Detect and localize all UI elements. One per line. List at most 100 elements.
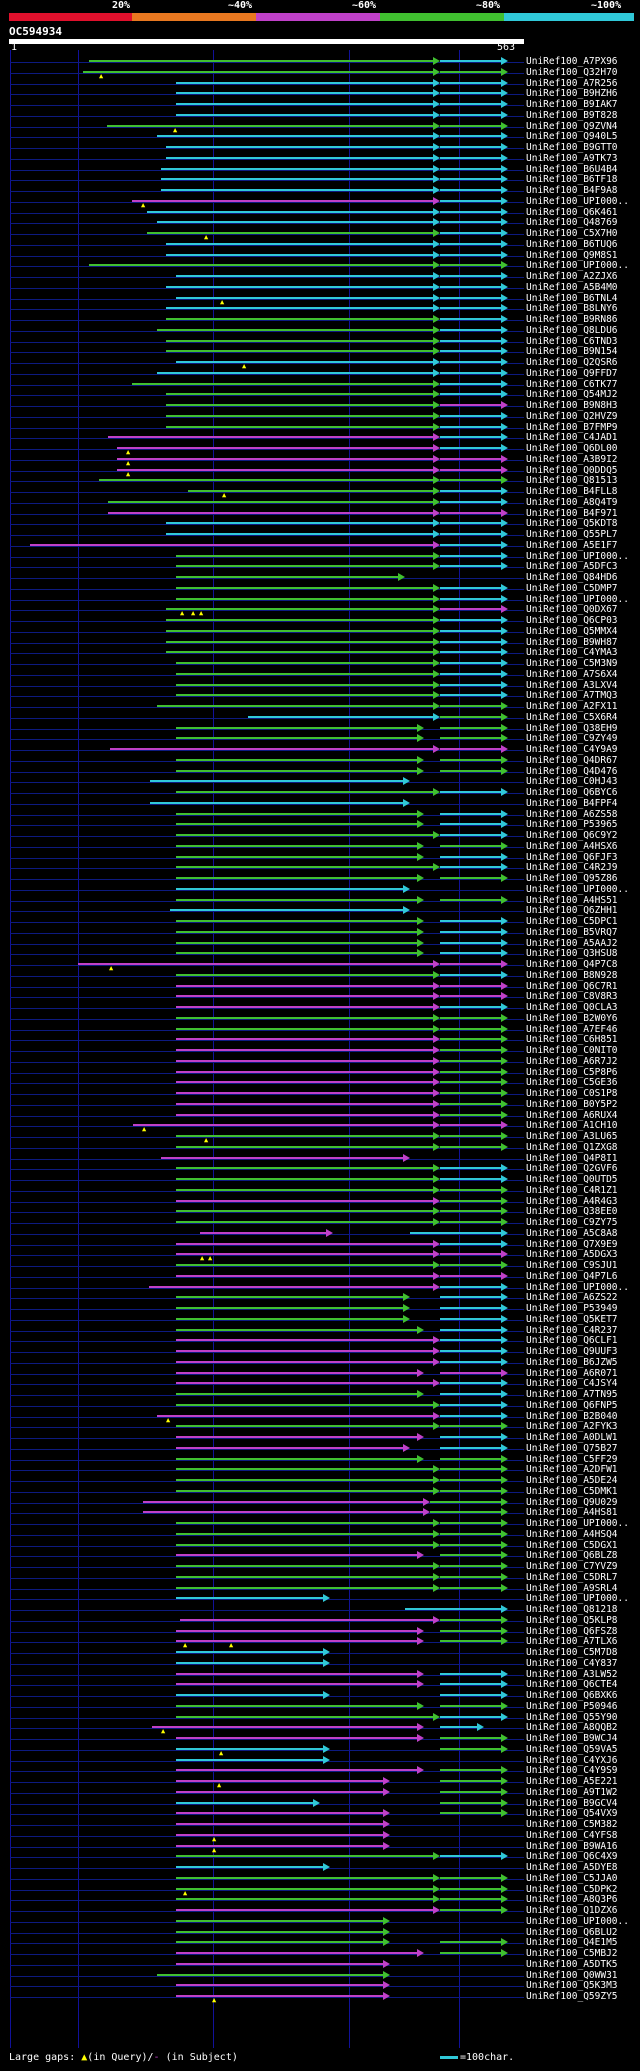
alignment-segment[interactable] [440, 1060, 502, 1062]
hit-row[interactable]: UniRef100_A9T1W2 [0, 1788, 640, 1798]
alignment-segment[interactable] [89, 60, 434, 62]
alignment-segment[interactable] [157, 705, 434, 707]
alignment-segment[interactable] [150, 802, 404, 804]
alignment-segment[interactable] [176, 1630, 418, 1632]
alignment-segment[interactable] [149, 1286, 434, 1288]
alignment-segment[interactable] [440, 361, 502, 363]
alignment-segment[interactable] [176, 598, 434, 600]
hit-accession[interactable]: UniRef100_UPI000.. [526, 1916, 629, 1927]
hit-row[interactable]: UniRef100_A2FX11 [0, 702, 640, 712]
hit-row[interactable]: UniRef100_Q54VX9 [0, 1809, 640, 1819]
alignment-segment[interactable] [440, 1533, 502, 1535]
hit-row[interactable]: UniRef100_Q6FNP5 [0, 1401, 640, 1411]
hit-accession[interactable]: UniRef100_Q75B27 [526, 1443, 618, 1454]
hit-accession[interactable]: UniRef100_B9GCV4 [526, 1798, 618, 1809]
hit-accession[interactable]: UniRef100_Q6C7R1 [526, 981, 618, 992]
alignment-segment[interactable] [440, 1275, 502, 1277]
alignment-segment[interactable] [176, 1909, 434, 1911]
hit-accession[interactable]: UniRef100_A5DFC3 [526, 561, 618, 572]
alignment-segment[interactable] [176, 1393, 418, 1395]
alignment-segment[interactable] [440, 1382, 502, 1384]
alignment-segment[interactable] [440, 1103, 502, 1105]
alignment-segment[interactable] [176, 361, 434, 363]
alignment-segment[interactable] [440, 598, 502, 600]
hit-accession[interactable]: UniRef100_Q2GVF6 [526, 1163, 618, 1174]
alignment-segment[interactable] [440, 1221, 502, 1223]
hit-accession[interactable]: UniRef100_A4HS81 [526, 1507, 618, 1518]
alignment-segment[interactable] [440, 1017, 502, 1019]
alignment-segment[interactable] [176, 1877, 434, 1879]
hit-row[interactable]: UniRef100_Q9FFD7 [0, 369, 640, 379]
alignment-segment[interactable] [440, 1028, 502, 1030]
alignment-segment[interactable] [440, 458, 502, 460]
hit-row[interactable]: UniRef100_C5DRL7 [0, 1573, 640, 1583]
hit-row[interactable]: ▲ ▲ UniRef100_A7TLX6 [0, 1637, 640, 1649]
hit-accession[interactable]: UniRef100_B7FMP9 [526, 422, 618, 433]
hit-accession[interactable]: UniRef100_Q0UTD5 [526, 1174, 618, 1185]
alignment-segment[interactable] [440, 544, 502, 546]
alignment-segment[interactable] [440, 619, 502, 621]
hit-accession[interactable]: UniRef100_Q59VA5 [526, 1744, 618, 1755]
hit-accession[interactable]: UniRef100_B8LNY6 [526, 303, 618, 314]
hit-row[interactable]: UniRef100_Q5KDT8 [0, 519, 640, 529]
hit-row[interactable]: UniRef100_C7YVZ9 [0, 1562, 640, 1572]
alignment-segment[interactable] [176, 759, 418, 761]
alignment-segment[interactable] [166, 630, 434, 632]
hit-row[interactable]: UniRef100_A5DE24 [0, 1476, 640, 1486]
hit-accession[interactable]: UniRef100_A0DLW1 [526, 1432, 618, 1443]
hit-row[interactable]: ▲ UniRef100_Q32H70 [0, 68, 640, 80]
hit-accession[interactable]: UniRef100_Q6ZHH1 [526, 905, 618, 916]
alignment-segment[interactable] [440, 1447, 502, 1449]
alignment-segment[interactable] [440, 1544, 502, 1546]
hit-row[interactable]: ▲ UniRef100_A1CH10 [0, 1121, 640, 1133]
alignment-segment[interactable] [176, 813, 418, 815]
hit-row[interactable]: UniRef100_Q6BLU2 [0, 1928, 640, 1938]
alignment-segment[interactable] [176, 555, 434, 557]
alignment-segment[interactable] [176, 1221, 434, 1223]
alignment-segment[interactable] [440, 1468, 502, 1470]
hit-row[interactable]: UniRef100_Q55Y90 [0, 1713, 640, 1723]
hit-row[interactable]: UniRef100_C0NIT0 [0, 1046, 640, 1056]
hit-accession[interactable]: UniRef100_Q9M8S1 [526, 250, 618, 261]
hit-accession[interactable]: UniRef100_UPI000.. [526, 551, 629, 562]
hit-row[interactable]: UniRef100_P50946 [0, 1702, 640, 1712]
alignment-segment[interactable] [440, 1092, 502, 1094]
hit-accession[interactable]: UniRef100_A7S6X4 [526, 669, 618, 680]
hit-row[interactable]: UniRef100_UPI000.. [0, 552, 640, 562]
alignment-segment[interactable] [176, 1834, 384, 1836]
hit-row[interactable]: UniRef100_Q1ZXG8 [0, 1143, 640, 1153]
hit-row[interactable]: ▲ UniRef100_A8QQB2 [0, 1723, 640, 1735]
alignment-segment[interactable] [176, 1694, 324, 1696]
alignment-segment[interactable] [176, 1522, 434, 1524]
alignment-segment[interactable] [166, 146, 434, 148]
alignment-segment[interactable] [176, 673, 434, 675]
hit-accession[interactable]: UniRef100_B6TNL4 [526, 293, 618, 304]
alignment-segment[interactable] [440, 103, 502, 105]
alignment-segment[interactable] [440, 694, 502, 696]
hit-row[interactable]: UniRef100_Q38EE0 [0, 1207, 640, 1217]
hit-accession[interactable]: UniRef100_Q81218 [526, 1604, 618, 1615]
alignment-segment[interactable] [176, 1049, 434, 1051]
alignment-segment[interactable] [166, 243, 434, 245]
hit-row[interactable]: UniRef100_Q81218 [0, 1605, 640, 1615]
alignment-segment[interactable] [176, 1888, 434, 1890]
alignment-segment[interactable] [440, 1200, 502, 1202]
alignment-segment[interactable] [176, 587, 434, 589]
hit-accession[interactable]: UniRef100_A7PX96 [526, 56, 618, 67]
alignment-segment[interactable] [440, 565, 502, 567]
hit-accession[interactable]: UniRef100_A5DE24 [526, 1475, 618, 1486]
hit-accession[interactable]: UniRef100_Q4P8I1 [526, 1153, 618, 1164]
hit-accession[interactable]: UniRef100_C5M3N9 [526, 658, 618, 669]
alignment-segment[interactable] [117, 458, 434, 460]
alignment-segment[interactable] [108, 512, 434, 514]
hit-row[interactable]: ▲ UniRef100_B6TNL4 [0, 293, 640, 306]
alignment-segment[interactable] [161, 178, 434, 180]
hit-row[interactable]: ▲ ▲ UniRef100_A5DGX3 [0, 1250, 640, 1262]
alignment-segment[interactable] [440, 1673, 502, 1675]
hit-row[interactable]: UniRef100_Q6FJF3 [0, 853, 640, 863]
alignment-segment[interactable] [166, 350, 434, 352]
alignment-segment[interactable] [440, 522, 502, 524]
alignment-segment[interactable] [440, 1490, 502, 1492]
hit-accession[interactable]: UniRef100_B6JZW5 [526, 1357, 618, 1368]
alignment-segment[interactable] [176, 1361, 434, 1363]
